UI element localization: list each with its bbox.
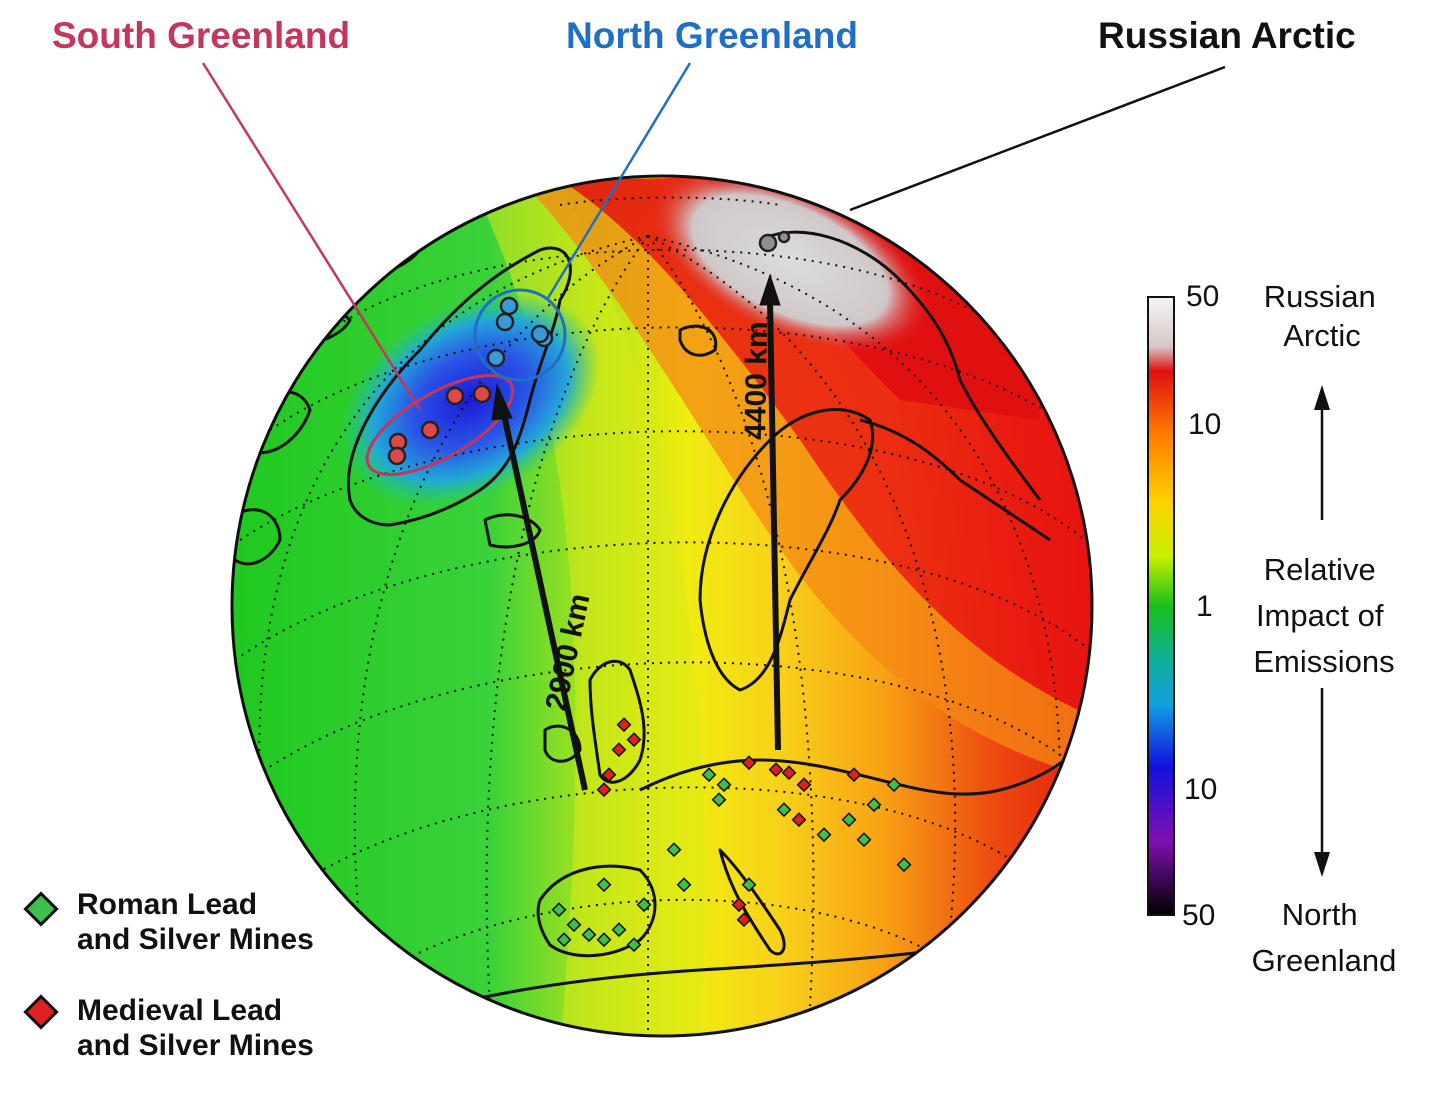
roman-mine-marker [551, 902, 567, 918]
roman-mine-marker [636, 897, 652, 913]
medieval-mine-marker [731, 897, 747, 913]
roman-mine-marker [596, 932, 612, 948]
roman-mine-marker [716, 777, 732, 793]
distance-arrows [491, 273, 781, 791]
roman-mine-legend-icon [23, 891, 59, 927]
medieval-mine-marker [616, 717, 632, 733]
roman-mine-marker [596, 877, 612, 893]
south-greenland-ellipse [365, 374, 515, 476]
ice-core-site [777, 230, 791, 244]
ice-core-site [486, 348, 506, 368]
colorbar-tick-lower-mid: 10 [1184, 773, 1217, 806]
roman-mine-legend-label: Roman Lead and Silver Mines [77, 888, 314, 956]
greenland-distance-arrow [500, 409, 588, 791]
medieval-mines [596, 717, 862, 928]
colorbar-tick-upper-mid: 10 [1188, 408, 1221, 441]
medieval-mine-marker [626, 732, 642, 748]
colorbar-tick-top: 50 [1186, 280, 1219, 313]
roman-mine-marker [611, 922, 627, 938]
arrow-down-icon [1314, 852, 1330, 877]
russian-arctic-sites [758, 230, 791, 253]
russian-arctic-callout [849, 65, 1226, 212]
colorbar-scale [1147, 296, 1175, 916]
globe-outline [230, 174, 1094, 1038]
globe: 2900 km 4400 km [232, 176, 1092, 1036]
north-greenland-callout [546, 62, 692, 299]
colorbar-tick-bottom: 50 [1182, 899, 1215, 932]
ice-core-site [758, 233, 778, 253]
medieval-mine-marker [611, 742, 627, 758]
roman-mine-marker [896, 857, 912, 873]
roman-mine-marker [676, 877, 692, 893]
arrow-up-icon [1314, 385, 1330, 410]
north-greenland-ellipse [473, 288, 567, 382]
north-greenland-title: North Greenland [566, 15, 858, 56]
south-greenland-callout [201, 62, 422, 411]
roman-mine-marker [866, 797, 882, 813]
medieval-mine-marker [791, 812, 807, 828]
ice-core-site [387, 446, 407, 466]
roman-mine-marker [711, 792, 727, 808]
south-greenland-title: South Greenland [52, 15, 350, 56]
roman-mine-marker [776, 802, 792, 818]
roman-mine-marker [741, 877, 757, 893]
colorbar: 50 10 1 10 50 Russian Arctic Relative Im… [1147, 279, 1397, 978]
roman-mine-marker [886, 777, 902, 793]
colorbar-label-top: Russian Arctic [1264, 279, 1385, 353]
colorbar-label-bottom: North Greenland [1252, 897, 1397, 978]
south-greenland-sites [387, 384, 492, 466]
roman-mine-marker [556, 932, 572, 948]
russia-distance-arrow [767, 299, 781, 751]
medieval-mine-marker [846, 767, 862, 783]
graticule [234, 196, 1091, 1036]
medieval-mine-marker [736, 912, 752, 928]
ice-core-site [420, 420, 440, 440]
russia-distance-label: 4400 km [739, 321, 774, 440]
medieval-mine-legend-icon [23, 994, 59, 1030]
roman-mine-marker [666, 842, 682, 858]
roman-mine-marker [856, 832, 872, 848]
ice-core-site [495, 312, 515, 332]
medieval-mine-marker [781, 765, 797, 781]
russian-arctic-title: Russian Arctic [1098, 15, 1356, 56]
ice-core-site [530, 324, 550, 344]
medieval-mine-marker [768, 762, 784, 778]
roman-mine-marker [701, 767, 717, 783]
roman-mine-marker [566, 917, 582, 933]
roman-mine-marker [816, 827, 832, 843]
ice-core-site [445, 386, 465, 406]
colorbar-label-center: Relative Impact of Emissions [1253, 552, 1394, 679]
ice-core-site [472, 384, 492, 404]
roman-mine-marker [581, 927, 597, 943]
medieval-mine-marker [741, 755, 757, 771]
colorbar-tick-center: 1 [1196, 590, 1213, 623]
legend: Roman Lead and Silver Mines Medieval Lea… [23, 888, 314, 1062]
roman-mine-marker [841, 812, 857, 828]
medieval-mine-marker [796, 777, 812, 793]
ice-core-site [499, 296, 519, 316]
north-greenland-sites [486, 296, 554, 368]
medieval-mine-legend-label: Medieval Lead and Silver Mines [77, 994, 314, 1062]
medieval-mine-marker [596, 782, 612, 798]
roman-mine-marker [626, 937, 642, 953]
roman-mines [551, 767, 912, 953]
medieval-mine-marker [601, 767, 617, 783]
